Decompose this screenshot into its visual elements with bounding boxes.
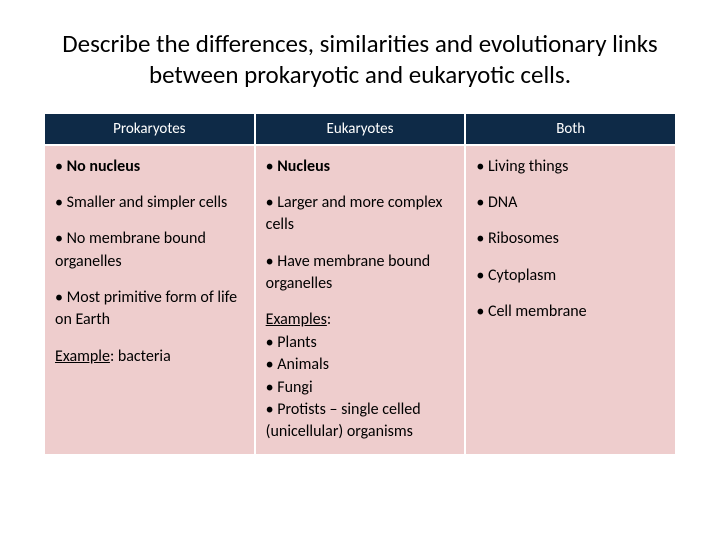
- body-both: • Living things • DNA • Ribosomes • Cyto…: [465, 145, 676, 455]
- comparison-table: Prokaryotes • No nucleus • Smaller and s…: [44, 113, 676, 455]
- euk-examples-colon: :: [327, 310, 331, 329]
- euk-item-2: Have membrane bound organelles: [266, 252, 431, 293]
- column-eukaryotes: Eukaryotes • Nucleus • Larger and more c…: [255, 113, 466, 455]
- column-both: Both • Living things • DNA • Ribosomes •…: [465, 113, 676, 455]
- euk-example-0: Plants: [277, 333, 316, 352]
- prok-item-3: Most primitive form of life on Earth: [55, 288, 237, 329]
- euk-item-0: Nucleus: [277, 157, 330, 176]
- body-eukaryotes: • Nucleus • Larger and more complex cell…: [255, 145, 466, 455]
- prok-item-0: No nucleus: [67, 157, 141, 176]
- both-item-0: Living things: [488, 157, 568, 176]
- both-item-1: DNA: [488, 193, 517, 212]
- slide-title: Describe the differences, similarities a…: [44, 28, 676, 91]
- euk-example-2: Fungi: [277, 378, 312, 397]
- both-item-2: Ribosomes: [488, 229, 559, 248]
- header-both: Both: [465, 113, 676, 145]
- prok-item-2: No membrane bound organelles: [55, 229, 206, 270]
- prok-item-1: Smaller and simpler cells: [67, 193, 228, 212]
- euk-example-1: Animals: [277, 355, 329, 374]
- body-prokaryotes: • No nucleus • Smaller and simpler cells…: [44, 145, 255, 455]
- both-item-4: Cell membrane: [488, 302, 587, 321]
- prok-example-label: Example: [55, 347, 110, 366]
- both-item-3: Cytoplasm: [488, 266, 556, 285]
- euk-example-3: Protists – single celled (unicellular) o…: [266, 400, 421, 441]
- column-prokaryotes: Prokaryotes • No nucleus • Smaller and s…: [44, 113, 255, 455]
- header-eukaryotes: Eukaryotes: [255, 113, 466, 145]
- prok-example-text: : bacteria: [110, 347, 171, 366]
- header-prokaryotes: Prokaryotes: [44, 113, 255, 145]
- euk-examples-label: Examples: [266, 310, 327, 329]
- euk-item-1: Larger and more complex cells: [266, 193, 443, 234]
